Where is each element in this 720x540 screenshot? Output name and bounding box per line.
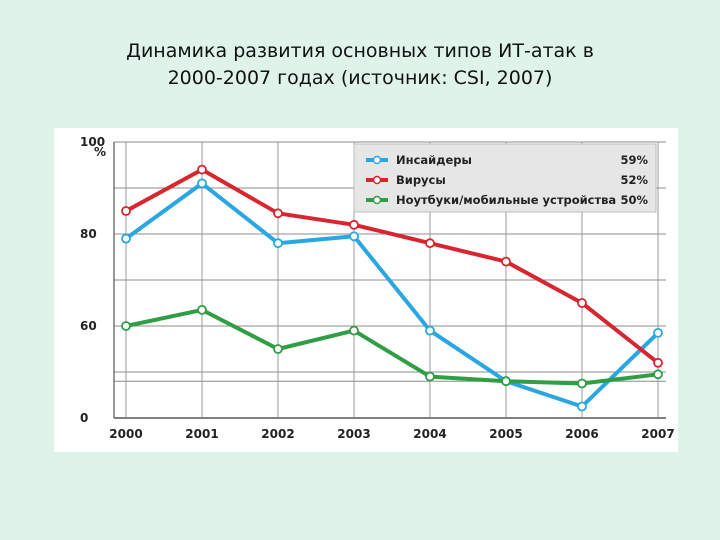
data-point <box>577 401 587 412</box>
data-point <box>577 298 587 308</box>
x-tick-label-2002: 2002 <box>261 427 294 441</box>
legend-entry-name: Инсайдеры <box>396 153 472 167</box>
data-point <box>273 208 283 219</box>
x-tick-label-2000: 2000 <box>109 427 142 441</box>
legend-swatch-marker <box>372 155 382 165</box>
data-point <box>653 357 663 368</box>
data-point <box>121 321 131 331</box>
data-point <box>197 304 207 315</box>
data-point <box>197 178 207 189</box>
legend-entry-name: Ноутбуки/мобильные устройства <box>396 193 616 207</box>
data-point <box>349 219 359 230</box>
y-tick-label: 100 <box>80 135 105 149</box>
y-tick-label: 60 <box>80 319 97 333</box>
x-tick-label-2007: 2007 <box>641 427 674 441</box>
data-point <box>273 344 283 354</box>
line-chart: 100 80 60 0% 2000 2001 2002 2003 2004 2005 2006 200… <box>80 135 675 441</box>
legend-box <box>353 143 657 213</box>
series-line-0 <box>124 181 660 409</box>
legend-entry-value: 59% <box>620 153 648 167</box>
x-tick-label-2005: 2005 <box>489 427 522 441</box>
data-point <box>121 206 131 216</box>
legend-entry-name: Вирусы <box>396 173 446 187</box>
series-line-1 <box>125 167 660 365</box>
data-point <box>577 378 587 389</box>
legend-entry-value: 52% <box>620 173 648 187</box>
data-point <box>653 369 663 380</box>
x-tick-label-2001: 2001 <box>185 427 218 441</box>
chart-panel: 100 80 60 0% 2000 2001 2002 2003 2004 2005 2006 200… <box>54 128 678 452</box>
y-axis-unit-label: % <box>94 145 106 159</box>
data-point <box>653 327 663 338</box>
y-tick-label: 80 <box>80 227 97 241</box>
x-tick-label-2006: 2006 <box>565 427 598 441</box>
data-point <box>349 325 359 336</box>
data-point <box>121 233 131 244</box>
legend-entry-value: 50% <box>620 193 648 207</box>
data-point <box>425 238 435 249</box>
legend-swatch-marker <box>372 195 382 205</box>
title-line-1: Динамика развития основных типов ИТ-атак… <box>126 40 594 62</box>
slide-title: Динамика развития основных типов ИТ-атак… <box>0 38 720 92</box>
y-tick-label: 0 <box>80 411 88 425</box>
x-tick-label-2004: 2004 <box>413 427 446 441</box>
data-point <box>501 376 511 387</box>
data-point <box>501 256 511 267</box>
data-point <box>197 164 207 175</box>
x-tick-label-2003: 2003 <box>337 427 370 441</box>
data-point <box>425 371 435 382</box>
title-line-2: 2000-2007 годах (источник: CSI, 2007) <box>167 67 553 89</box>
series-line-2 <box>125 307 659 386</box>
legend-swatch-marker <box>372 175 382 185</box>
data-point <box>349 231 359 242</box>
data-point <box>273 238 283 249</box>
data-point <box>425 325 435 336</box>
